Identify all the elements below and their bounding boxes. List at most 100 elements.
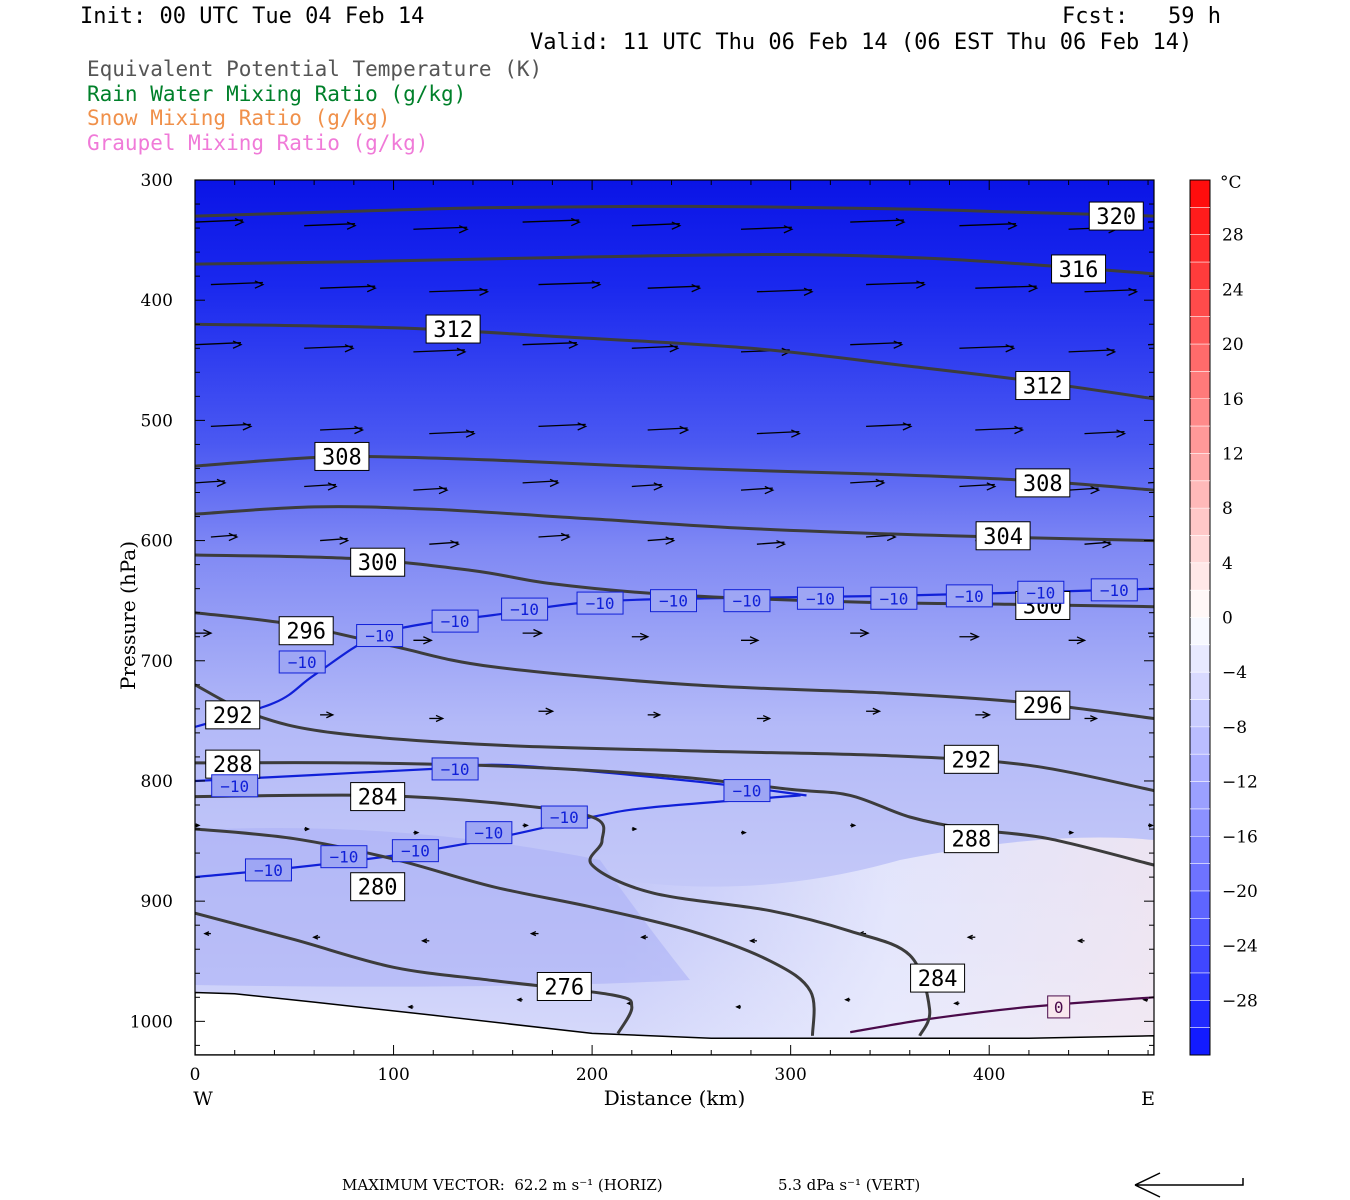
wind-vector xyxy=(740,225,794,234)
wind-vector xyxy=(756,287,814,296)
svg-text:−10: −10 xyxy=(733,782,762,801)
wind-vector xyxy=(195,217,245,227)
wind-vector xyxy=(538,422,588,431)
wind-vector xyxy=(756,714,772,722)
colorbar-label: −8 xyxy=(1222,718,1247,738)
svg-text:−10: −10 xyxy=(401,842,430,861)
wind-vector xyxy=(1164,533,1192,540)
wind-vector xyxy=(647,536,676,545)
svg-text:−10: −10 xyxy=(474,824,503,843)
y-tick-label: 300 xyxy=(141,171,173,191)
wind-vector xyxy=(631,221,682,230)
theta-e-label: 296 xyxy=(1015,690,1071,720)
colorbar-swatch xyxy=(1190,234,1210,263)
colorbar-label: −28 xyxy=(1222,991,1258,1011)
svg-text:292: 292 xyxy=(951,748,991,773)
wind-vector xyxy=(866,422,913,431)
wind-vector xyxy=(1148,632,1154,634)
colorbar-unit: °C xyxy=(1220,173,1242,193)
colorbar-swatch xyxy=(1190,1000,1210,1029)
wind-vector xyxy=(844,997,851,1002)
plot-frame xyxy=(194,179,1155,1056)
svg-text:308: 308 xyxy=(1023,472,1063,497)
theta-e-label: 296 xyxy=(278,616,334,646)
wind-vector xyxy=(748,938,757,944)
colorbar-swatch xyxy=(1190,289,1210,318)
svg-text:288: 288 xyxy=(951,828,991,853)
svg-text:276: 276 xyxy=(544,975,584,1000)
colorbar-label: −4 xyxy=(1222,663,1247,683)
theta-e-contour-280 xyxy=(195,827,816,1036)
y-tick-label: 400 xyxy=(141,291,173,311)
colorbar-swatch xyxy=(1190,480,1210,509)
y-tick-label: 1000 xyxy=(130,1012,173,1032)
svg-text:−10: −10 xyxy=(955,587,984,606)
wind-vector xyxy=(1068,636,1087,645)
wind-vector xyxy=(203,931,211,937)
wind-vector xyxy=(640,934,648,940)
legend-graupel: Graupel Mixing Ratio (g/kg) xyxy=(87,131,429,155)
colorbar-label: 0 xyxy=(1222,609,1233,629)
wind-vector xyxy=(429,714,445,723)
warm-region-shading xyxy=(620,837,1154,1055)
x-tick-label: 0 xyxy=(190,1065,201,1085)
wind-vector xyxy=(959,344,1016,353)
theta-e-label: 316 xyxy=(1051,254,1107,284)
theta-e-contour-292 xyxy=(195,683,1154,793)
theta-e-label: 300 xyxy=(350,547,406,577)
wind-vector xyxy=(522,628,544,638)
svg-text:−10: −10 xyxy=(441,612,470,631)
theta-e-contour-304 xyxy=(195,505,1154,543)
svg-text:−10: −10 xyxy=(733,592,762,611)
theta-e-label: 320 xyxy=(1088,201,1144,231)
svg-text:−10: −10 xyxy=(659,592,688,611)
wind-vector xyxy=(304,344,355,353)
wind-vector xyxy=(320,425,365,435)
wind-vector xyxy=(647,283,702,293)
wind-vector xyxy=(522,217,581,227)
theta-e-label: 304 xyxy=(975,521,1031,551)
theta-e-label: 308 xyxy=(314,441,370,471)
wind-vector xyxy=(631,632,650,641)
colorbar-swatch xyxy=(1190,672,1210,701)
wind-vector xyxy=(407,1004,414,1010)
temp-label-minus10: −10 xyxy=(431,757,479,781)
theta-e-contour-316 xyxy=(195,252,1154,276)
wind-vector xyxy=(1148,823,1154,828)
svg-text:0: 0 xyxy=(1054,998,1064,1017)
svg-text:280: 280 xyxy=(358,876,398,901)
wind-vector xyxy=(741,830,747,835)
wind-vector xyxy=(420,938,430,944)
svg-text:320: 320 xyxy=(1096,205,1136,230)
svg-text:−10: −10 xyxy=(879,589,908,608)
theta-e-label: 284 xyxy=(910,963,966,993)
svg-text:−10: −10 xyxy=(510,600,539,619)
temp-label-minus10: −10 xyxy=(1090,578,1138,602)
east-label: E xyxy=(1141,1088,1155,1110)
colorbar-label: 4 xyxy=(1222,554,1233,574)
colorbar-swatch xyxy=(1190,453,1210,482)
colorbar-label: −20 xyxy=(1222,882,1258,902)
wind-vector xyxy=(413,347,467,357)
legend-theta-e: Equivalent Potential Temperature (K) xyxy=(87,57,543,81)
temp-label-minus10: −10 xyxy=(501,597,549,621)
wind-vector xyxy=(195,823,201,828)
wind-vector xyxy=(1158,932,1164,936)
colorbar-swatch xyxy=(1190,644,1210,673)
max-vector-vert: 5.3 dPa s⁻¹ (VERT) xyxy=(778,1176,921,1194)
theta-e-label: 288 xyxy=(205,749,261,779)
wind-vector xyxy=(320,283,377,293)
wind-vector xyxy=(304,482,338,491)
theta-e-label: 288 xyxy=(943,824,999,854)
wind-vector xyxy=(210,280,265,289)
wind-vector xyxy=(538,707,555,715)
wind-vector xyxy=(1084,715,1099,722)
wind-vector xyxy=(516,997,523,1002)
temp-label-minus10: −10 xyxy=(356,624,404,648)
wind-vector xyxy=(975,283,1039,293)
svg-text:−10: −10 xyxy=(1100,581,1129,600)
colorbar-swatch xyxy=(1190,371,1210,400)
wind-vector xyxy=(304,221,357,230)
wind-vector xyxy=(210,532,239,542)
colorbar-swatch xyxy=(1190,617,1210,646)
